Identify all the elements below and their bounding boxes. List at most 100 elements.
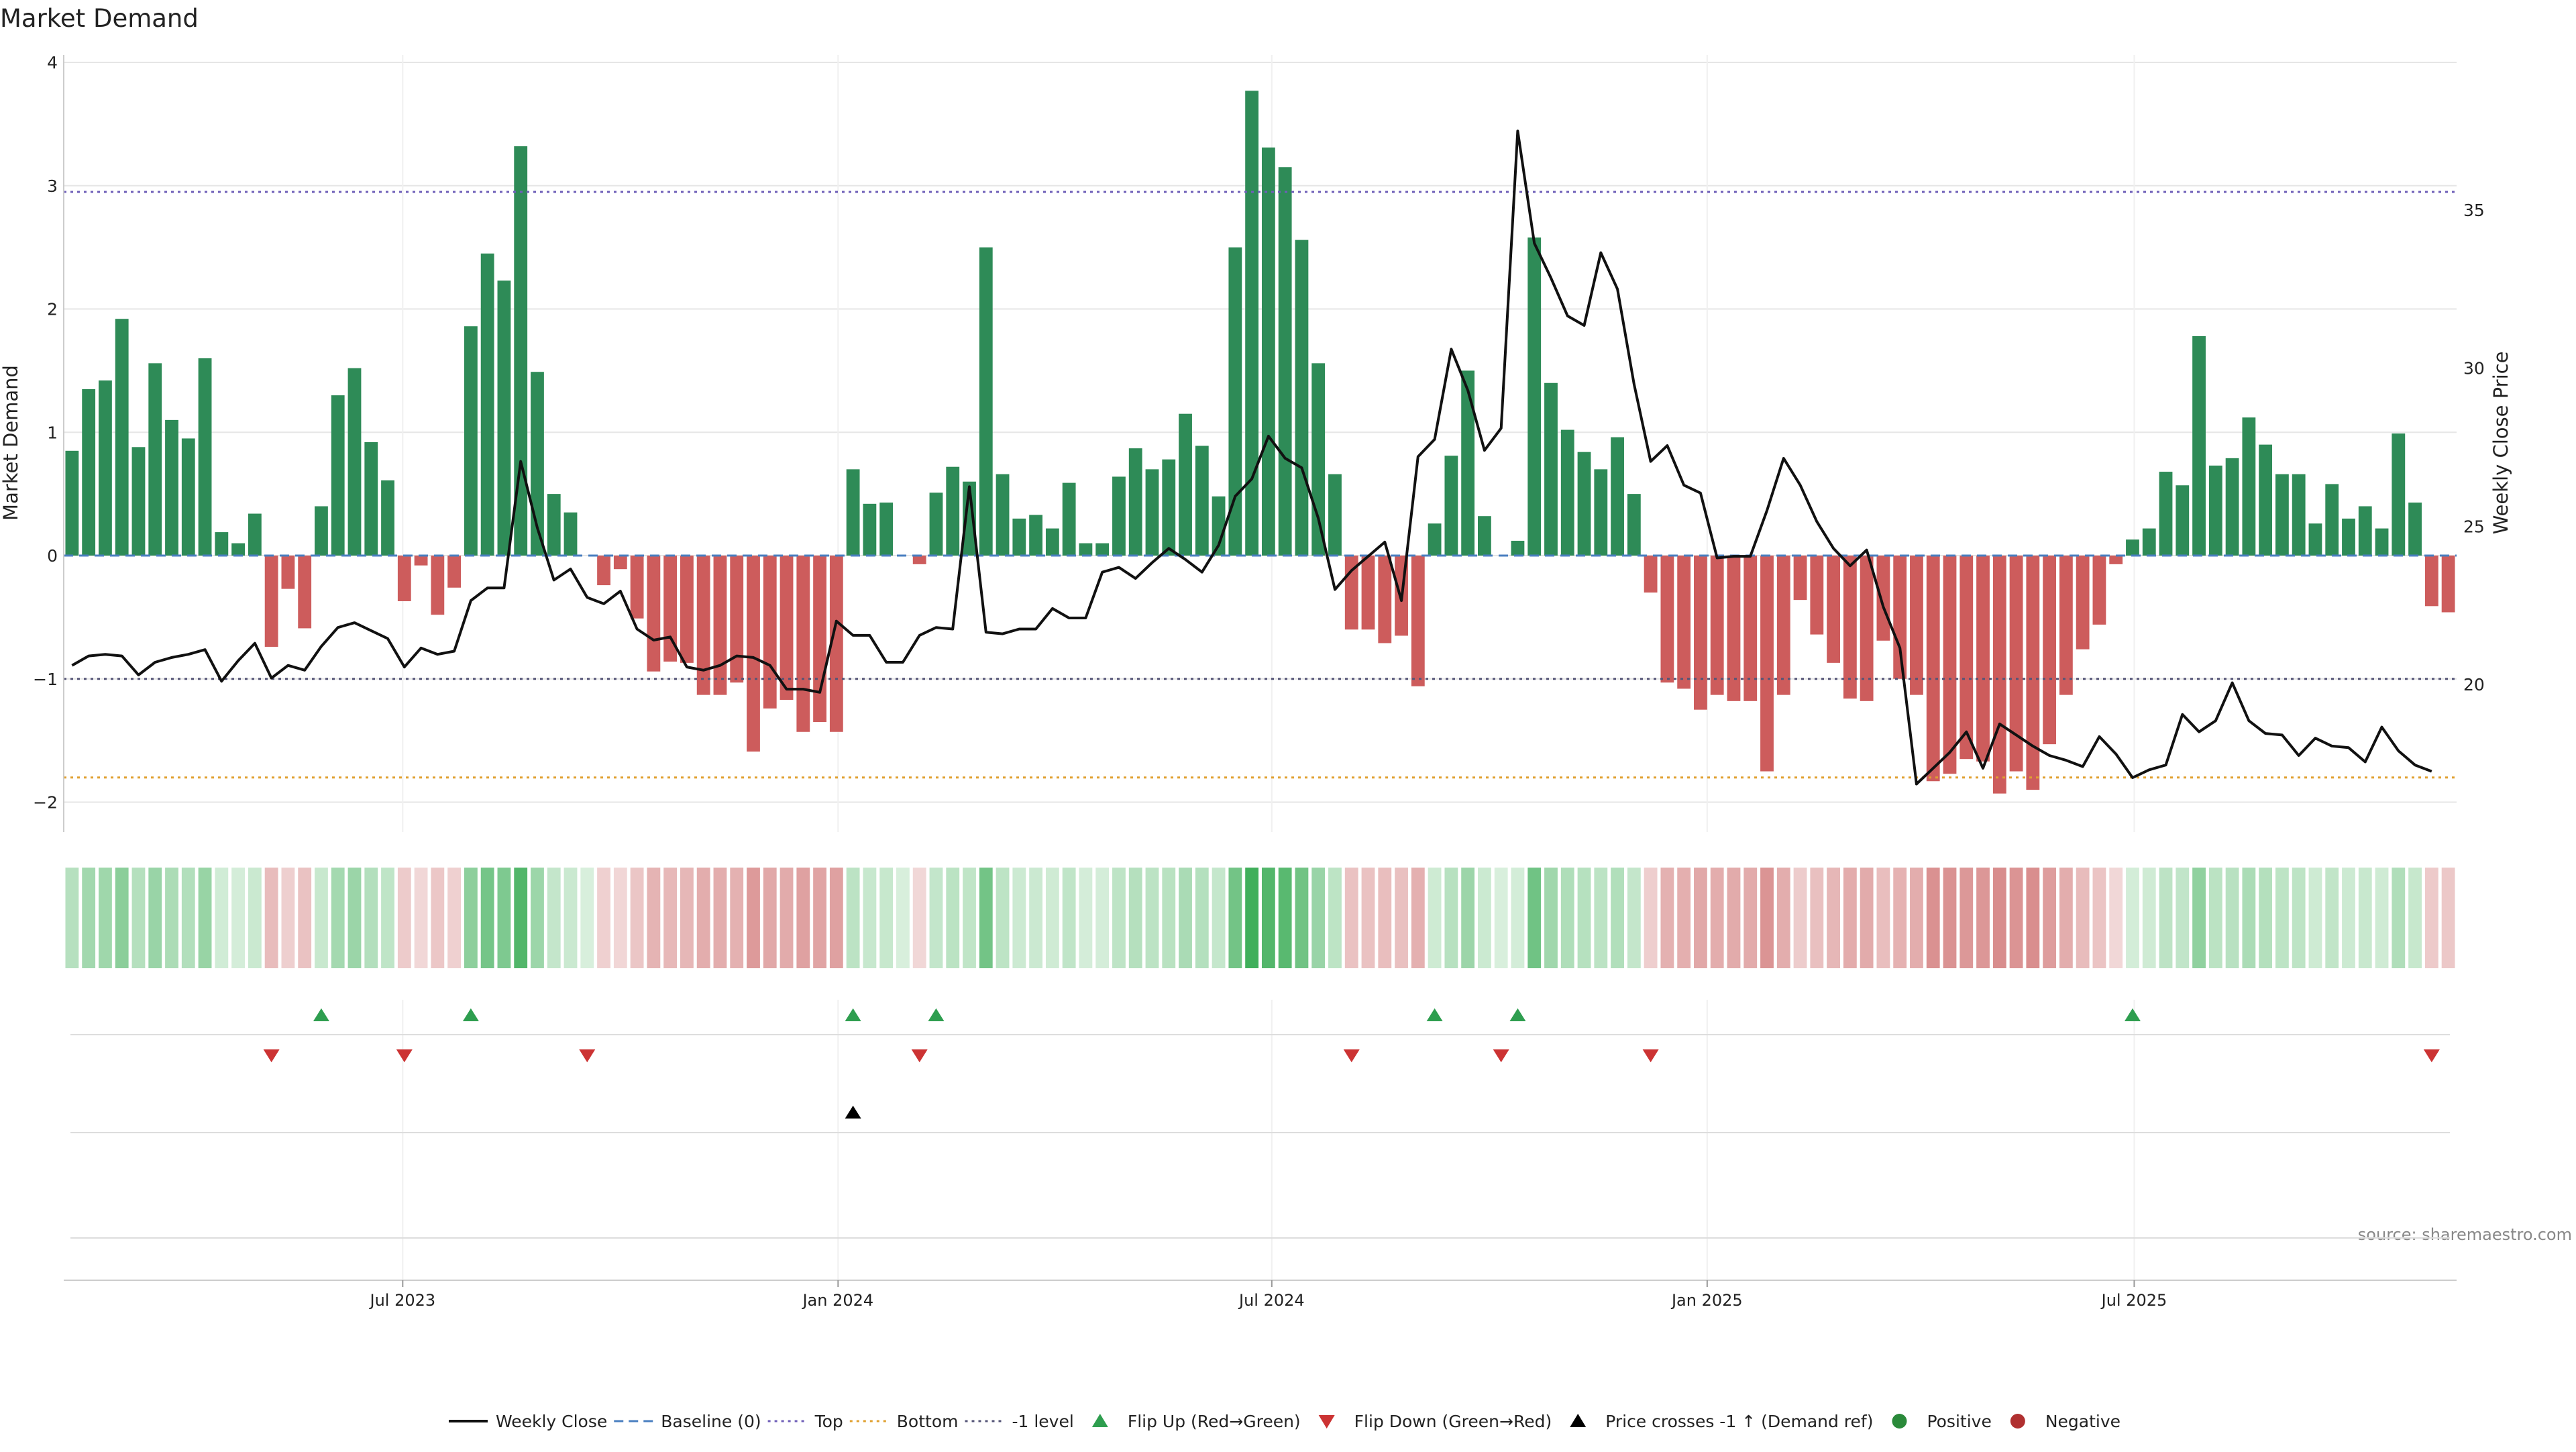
- heat-cell: [1627, 868, 1641, 968]
- legend-label: Flip Up (Red→Green): [1128, 1412, 1301, 1431]
- y-tick-label-right: 25: [2463, 517, 2485, 536]
- heat-cell: [747, 868, 760, 968]
- heat-cell: [298, 868, 312, 968]
- heat-cell: [713, 868, 727, 968]
- heat-cell: [2208, 868, 2222, 968]
- heat-cell: [1095, 868, 1110, 968]
- heat-cell: [1943, 868, 1957, 968]
- bar-negative: [647, 556, 661, 672]
- bar-positive: [315, 506, 328, 556]
- heat-cell: [1278, 868, 1292, 968]
- axes: 4 3 2 1 0 −1 −2 35 30 25 20: [33, 53, 2485, 832]
- heat-cell: [464, 868, 478, 968]
- heat-cell: [963, 868, 976, 968]
- bar-negative: [1976, 556, 1990, 762]
- heat-cell: [447, 868, 462, 968]
- heat-cell: [547, 868, 561, 968]
- flip-down-marker: [396, 1049, 413, 1063]
- heat-cell: [2142, 868, 2156, 968]
- heat-cell: [613, 868, 627, 968]
- heat-cell: [1461, 868, 1475, 968]
- legend-item-baseline: Baseline (0): [614, 1412, 761, 1431]
- signal-rows: [70, 1008, 2450, 1239]
- heat-cell: [564, 868, 578, 968]
- bar-negative: [1727, 556, 1741, 701]
- bar-positive: [2192, 335, 2206, 556]
- heat-cell: [480, 868, 494, 968]
- bar-positive: [996, 474, 1010, 556]
- legend-label: Negative: [2045, 1412, 2121, 1431]
- bar-positive: [2142, 528, 2156, 556]
- heat-cell: [1560, 868, 1574, 968]
- heat-cell: [2126, 868, 2139, 968]
- heat-cell: [1477, 868, 1491, 968]
- heat-cell: [82, 868, 96, 968]
- heat-cell: [1843, 868, 1857, 968]
- heat-cell: [1195, 868, 1209, 968]
- heat-cell: [680, 868, 694, 968]
- heat-cell: [1295, 868, 1309, 968]
- heat-cell: [780, 868, 794, 968]
- heat-cell: [763, 868, 777, 968]
- bar-positive: [2259, 444, 2273, 556]
- bar-positive: [879, 502, 894, 556]
- heat-cell: [1793, 868, 1807, 968]
- price-cross-marker: [845, 1105, 861, 1119]
- heat-cell: [315, 868, 328, 968]
- heat-cell: [1494, 868, 1508, 968]
- bar-negative: [2043, 556, 2057, 745]
- legend-item-weekly_close: Weekly Close: [448, 1412, 607, 1431]
- heat-cell: [1029, 868, 1043, 968]
- flip-up-marker: [845, 1008, 861, 1021]
- heat-cell: [580, 868, 594, 968]
- bar-positive: [497, 280, 511, 556]
- heat-cell: [879, 868, 894, 968]
- bar-positive: [1477, 516, 1491, 556]
- bar-negative: [1910, 556, 1923, 695]
- bar-positive: [1527, 237, 1542, 556]
- bar-negative: [431, 556, 445, 615]
- bar-positive: [1311, 363, 1326, 556]
- bar-negative: [281, 556, 295, 589]
- bar-positive: [2208, 465, 2222, 556]
- bar-positive: [381, 480, 394, 556]
- heat-cell: [1893, 868, 1907, 968]
- bar-negative: [2441, 556, 2455, 613]
- bar-positive: [863, 503, 877, 556]
- bar-negative: [613, 556, 627, 570]
- bar-positive: [115, 319, 129, 556]
- heat-cell: [1228, 868, 1242, 968]
- bar-positive: [1045, 528, 1059, 556]
- bar-negative: [397, 556, 411, 601]
- heat-cell: [1128, 868, 1142, 968]
- heat-cell: [1112, 868, 1126, 968]
- heat-cell: [647, 868, 661, 968]
- x-tick-label: Jul 2023: [368, 1291, 435, 1310]
- bar-negative: [1960, 556, 1974, 760]
- bar-negative: [1793, 556, 1807, 601]
- legend-label: Positive: [1927, 1412, 1991, 1431]
- bar-negative: [1677, 556, 1691, 689]
- legend-swatch: [1892, 1414, 1907, 1429]
- heat-cell: [347, 868, 362, 968]
- heat-cell: [1378, 868, 1392, 968]
- y-tick-label-left: −2: [33, 793, 58, 813]
- bar-negative: [1743, 556, 1758, 701]
- heat-cell: [846, 868, 860, 968]
- bar-negative: [2092, 556, 2106, 625]
- heat-cell: [2424, 868, 2438, 968]
- bar-negative: [2059, 556, 2073, 695]
- x-tick-label: Jan 2025: [1670, 1291, 1743, 1310]
- heat-cell: [2408, 868, 2422, 968]
- bar-negative: [912, 556, 926, 564]
- legend-item-flip_up: Flip Up (Red→Green): [1091, 1412, 1301, 1431]
- bar-positive: [1179, 413, 1192, 556]
- bar-positive: [2308, 523, 2322, 556]
- bar-positive: [198, 358, 212, 556]
- heat-cell: [1743, 868, 1758, 968]
- bar-positive: [929, 492, 943, 556]
- heat-cell: [979, 868, 993, 968]
- bar-positive: [1062, 482, 1076, 556]
- heat-cell: [1960, 868, 1974, 968]
- heat-cell: [1660, 868, 1674, 968]
